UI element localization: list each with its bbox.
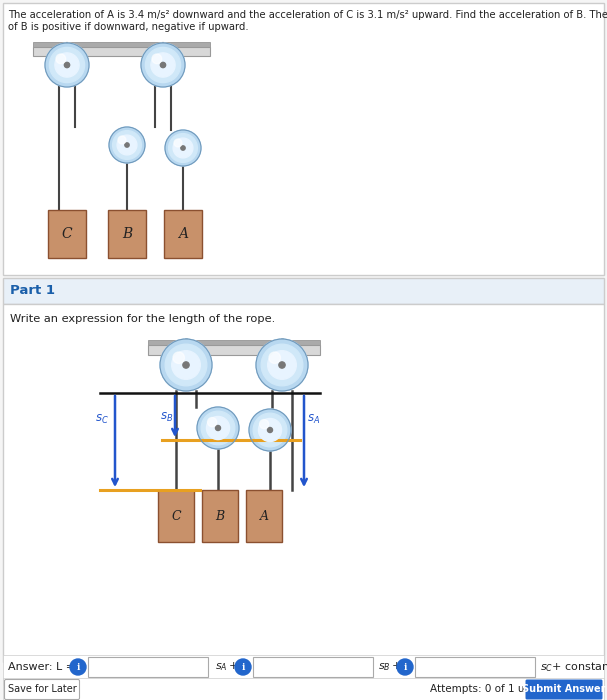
Bar: [3, 278, 604, 304]
Circle shape: [45, 43, 89, 87]
Bar: [108, 210, 146, 258]
Text: of B is positive if downward, negative if upward.: of B is positive if downward, negative i…: [8, 22, 249, 32]
Circle shape: [70, 659, 86, 675]
Circle shape: [152, 54, 161, 64]
Circle shape: [49, 48, 84, 83]
Bar: [202, 490, 238, 542]
Text: Attempts: 0 of 1 used: Attempts: 0 of 1 used: [430, 685, 543, 694]
Circle shape: [235, 659, 251, 675]
Text: $s_C$+ constants: $s_C$+ constants: [540, 660, 607, 674]
Text: C: C: [171, 510, 181, 522]
Circle shape: [125, 143, 129, 147]
Circle shape: [165, 130, 201, 166]
Text: B: B: [215, 510, 225, 522]
Bar: [148, 340, 320, 345]
Circle shape: [269, 352, 280, 363]
Circle shape: [64, 62, 70, 68]
Text: $s_A +$: $s_A +$: [215, 661, 239, 673]
Bar: [148, 345, 320, 355]
Bar: [158, 490, 194, 542]
Text: The acceleration of A is 3.4 m/s² downward and the acceleration of C is 3.1 m/s²: The acceleration of A is 3.4 m/s² downwa…: [8, 10, 607, 20]
Text: $s_B$: $s_B$: [160, 411, 173, 424]
Circle shape: [201, 411, 235, 444]
Bar: [33, 47, 210, 56]
Circle shape: [109, 127, 145, 163]
Circle shape: [118, 136, 126, 144]
Circle shape: [160, 339, 212, 391]
Text: A: A: [260, 510, 268, 522]
FancyBboxPatch shape: [526, 680, 603, 699]
Circle shape: [215, 426, 220, 430]
Circle shape: [146, 48, 181, 83]
Text: Write an expression for the length of the rope.: Write an expression for the length of th…: [10, 314, 275, 324]
Circle shape: [181, 146, 185, 150]
Circle shape: [117, 135, 137, 155]
Circle shape: [141, 43, 185, 87]
Text: C: C: [62, 227, 72, 241]
Bar: [164, 210, 202, 258]
Bar: [3, 304, 604, 662]
Circle shape: [113, 131, 141, 160]
Circle shape: [56, 54, 66, 64]
Circle shape: [268, 351, 296, 379]
Text: A: A: [178, 227, 188, 241]
Circle shape: [208, 417, 217, 427]
Circle shape: [169, 134, 197, 162]
Text: i: i: [242, 662, 245, 671]
Circle shape: [173, 352, 185, 363]
Circle shape: [260, 419, 269, 428]
Circle shape: [151, 53, 175, 77]
Bar: [3, 678, 604, 700]
Bar: [253, 657, 373, 677]
Bar: [246, 490, 282, 542]
Circle shape: [197, 407, 239, 449]
Bar: [48, 210, 86, 258]
Circle shape: [172, 351, 200, 379]
Circle shape: [174, 139, 182, 147]
Text: i: i: [403, 662, 407, 671]
Circle shape: [55, 53, 79, 77]
Text: Part 1: Part 1: [10, 284, 55, 298]
Text: B: B: [122, 227, 132, 241]
Bar: [88, 657, 208, 677]
Text: $s_C$: $s_C$: [95, 413, 109, 426]
FancyBboxPatch shape: [4, 680, 80, 699]
Text: Submit Answer: Submit Answer: [522, 685, 606, 694]
Circle shape: [165, 344, 207, 386]
Circle shape: [279, 362, 285, 368]
Circle shape: [397, 659, 413, 675]
Circle shape: [183, 362, 189, 368]
Circle shape: [160, 62, 166, 68]
Circle shape: [249, 409, 291, 451]
Circle shape: [259, 419, 282, 442]
Circle shape: [253, 413, 287, 447]
Circle shape: [268, 428, 273, 433]
Circle shape: [173, 138, 193, 158]
Text: Save for Later: Save for Later: [8, 685, 76, 694]
Bar: [3, 3, 604, 275]
Text: $s_B +$: $s_B +$: [378, 661, 402, 673]
Circle shape: [206, 416, 229, 440]
Circle shape: [256, 339, 308, 391]
Bar: [33, 42, 210, 47]
Text: Answer: L =: Answer: L =: [8, 662, 75, 672]
Bar: [3, 655, 604, 685]
Text: i: i: [76, 662, 80, 671]
Text: $s_A$: $s_A$: [307, 413, 320, 426]
Bar: [415, 657, 535, 677]
Circle shape: [261, 344, 303, 386]
